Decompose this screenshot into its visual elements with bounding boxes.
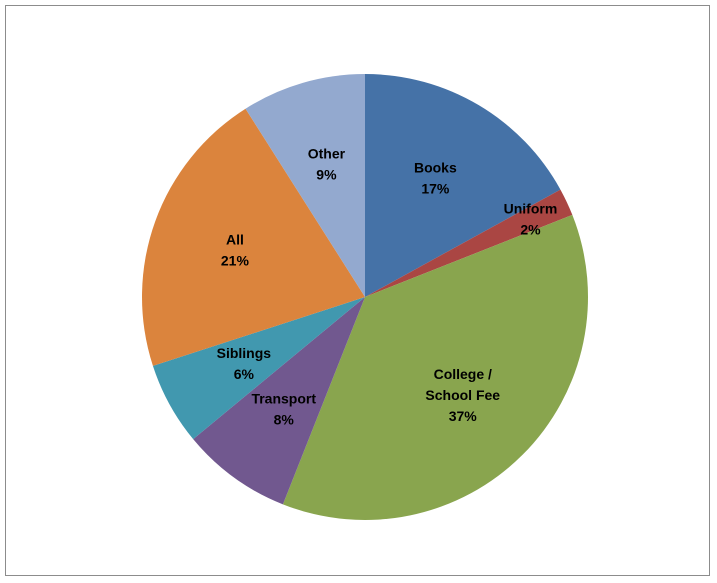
slice-label-transport: Transport 8% [251,390,316,427]
pie-slice-other [245,74,365,297]
slice-label-uniform: Uniform 2% [504,201,558,238]
slice-value-label: 21% [221,253,250,269]
slice-label-all: All 21% [221,232,250,269]
slice-value-label: 9% [316,167,337,183]
pie-labels: Books 17% Uniform 2% College / School Fee 37% T… [217,146,558,428]
slice-value-label: 6% [234,366,255,382]
pie-slice-transport [193,297,365,505]
pie-slice-uniform [365,189,573,297]
slice-label-college-school-fee: College / School Fee 37% [425,366,500,424]
slice-value-label: 37% [449,408,478,424]
slice-category-label: Siblings [217,345,272,361]
slice-label-siblings: Siblings 6% [217,345,272,382]
slice-category-label: All [226,232,244,248]
slice-label-other: Other 9% [308,146,346,183]
slice-value-label: 8% [274,411,295,427]
slice-value-label: 17% [421,180,450,196]
pie-slice-college-school-fee [282,214,589,521]
slice-label-books: Books 17% [414,159,457,196]
slice-category-label: Books [414,159,457,175]
pie-slice-siblings [152,297,365,440]
pie-slice-books [365,74,561,297]
slice-category-label: Uniform [504,201,558,217]
slice-category-label: School Fee [425,387,500,403]
slice-value-label: 2% [520,222,541,238]
slice-category-label: Other [308,146,346,162]
pie-slice-all [142,108,365,366]
slice-category-label: College / [434,366,492,382]
slice-category-label: Transport [251,390,316,406]
pie-slices [142,74,589,521]
